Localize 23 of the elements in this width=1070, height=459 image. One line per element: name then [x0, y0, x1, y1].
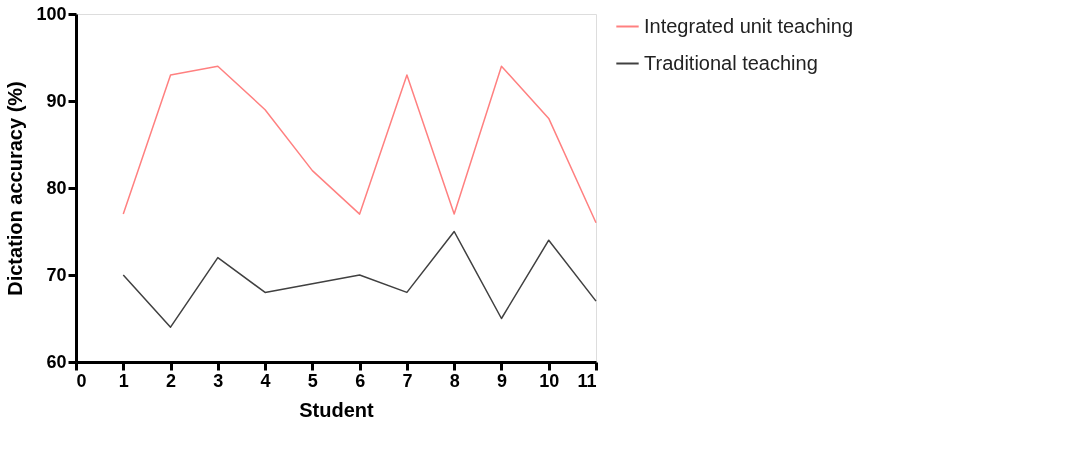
x-axis-title: Student — [299, 398, 375, 421]
y-tick-label: 90 — [46, 90, 67, 111]
y-tick-label: 100 — [36, 3, 67, 24]
x-tick-label: 2 — [166, 370, 177, 391]
x-tick-label: 11 — [577, 370, 597, 391]
legend-label: Traditional teaching — [644, 51, 818, 74]
x-tick-label: 5 — [307, 370, 318, 391]
x-tick-label: 6 — [355, 370, 366, 391]
y-axis-title: Dictation accuracy (%) — [4, 81, 27, 296]
x-tick-label: 1 — [118, 370, 129, 391]
y-tick-label: 70 — [46, 264, 67, 285]
y-tick-label: 60 — [46, 351, 67, 372]
x-tick-label: 9 — [496, 370, 507, 391]
x-tick-label: 0 — [76, 370, 87, 391]
x-tick-label: 4 — [260, 370, 271, 391]
line-series — [122, 230, 597, 328]
legend-label: Integrated unit teaching — [644, 14, 854, 37]
line-series — [122, 65, 597, 224]
x-tick-label: 7 — [402, 370, 413, 391]
y-tick-label: 80 — [46, 177, 67, 198]
x-tick-label: 3 — [213, 370, 224, 391]
x-tick-label: 8 — [449, 370, 460, 391]
x-tick-label: 10 — [539, 370, 560, 391]
